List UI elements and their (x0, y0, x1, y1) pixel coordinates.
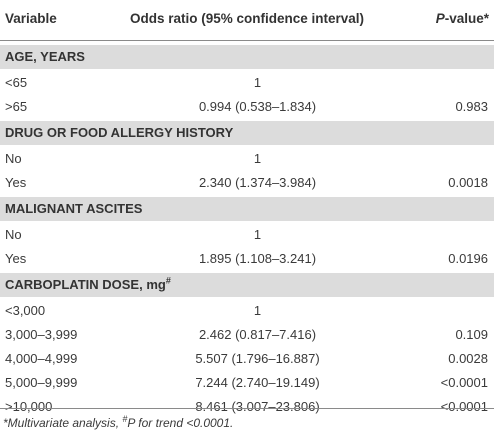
section-title: MALIGNANT ASCITES (5, 197, 142, 221)
variable-cell: >10,000 (5, 399, 53, 414)
p-value-cell: 0.0028 (448, 351, 488, 366)
variable-cell: <65 (5, 75, 28, 90)
p-value-cell: 0.0196 (448, 251, 488, 266)
section-title: CARBOPLATIN DOSE, mg# (5, 273, 171, 297)
variable-cell: 5,000–9,999 (5, 375, 78, 390)
variable-cell: 4,000–4,999 (5, 351, 78, 366)
variable-cell: <3,000 (5, 303, 46, 318)
odds-ratio-cell: 1 (253, 151, 262, 166)
section-header: DRUG OR FOOD ALLERGY HISTORY (0, 121, 494, 145)
section-title-text: # (165, 275, 171, 286)
variable-cell: 3,000–3,999 (5, 327, 78, 342)
section-title-text: MALIGNANT ASCITES (5, 201, 143, 216)
p-value-cell: 0.0018 (448, 175, 488, 190)
section-header: AGE, YEARS (0, 45, 494, 69)
section-title-text: CARBOPLATIN DOSE, mg (5, 277, 166, 292)
variable-cell: Yes (5, 175, 27, 190)
section-title: DRUG OR FOOD ALLERGY HISTORY (5, 121, 233, 145)
p-value-cell: 0.983 (455, 99, 488, 114)
footnote: *Multivariate analysis, #P for trend <0.… (3, 411, 233, 433)
p-value-cell: <0.0001 (440, 399, 488, 414)
column-header: Variable (5, 11, 57, 26)
odds-ratio-cell: 7.244 (2.740–19.149) (195, 375, 320, 390)
header-text: -value* (444, 11, 489, 26)
variable-cell: No (5, 227, 22, 242)
footnote-text: *Multivariate analysis, (3, 416, 123, 430)
bottom-rule (0, 408, 494, 409)
odds-ratio-cell: 1.895 (1.108–3.241) (198, 251, 317, 266)
section-header: CARBOPLATIN DOSE, mg# (0, 273, 494, 297)
section-title-text: DRUG OR FOOD ALLERGY HISTORY (5, 125, 234, 140)
section-header: MALIGNANT ASCITES (0, 197, 494, 221)
column-header: Odds ratio (95% confidence interval) (130, 11, 365, 26)
column-header: P-value* (436, 7, 489, 31)
header-italic: P (435, 11, 445, 26)
odds-ratio-cell: 2.340 (1.374–3.984) (198, 175, 317, 190)
variable-cell: Yes (5, 251, 27, 266)
footnote-sup: # (122, 414, 128, 424)
section-title-text: AGE, YEARS (5, 49, 85, 64)
odds-ratio-cell: 8.461 (3.007–23.806) (195, 399, 320, 414)
p-value-cell: <0.0001 (440, 375, 488, 390)
odds-ratio-cell: 2.462 (0.817–7.416) (198, 327, 317, 342)
footnote-text: P for trend <0.0001. (127, 416, 234, 430)
odds-ratio-cell: 1 (253, 303, 262, 318)
odds-ratio-cell: 0.994 (0.538–1.834) (198, 99, 317, 114)
section-title: AGE, YEARS (5, 45, 85, 69)
variable-cell: >65 (5, 99, 28, 114)
odds-ratio-cell: 1 (253, 227, 262, 242)
odds-ratio-cell: 5.507 (1.796–16.887) (195, 351, 320, 366)
p-value-cell: 0.109 (455, 327, 488, 342)
odds-ratio-cell: 1 (253, 75, 262, 90)
variable-cell: No (5, 151, 22, 166)
header-rule (0, 40, 494, 41)
